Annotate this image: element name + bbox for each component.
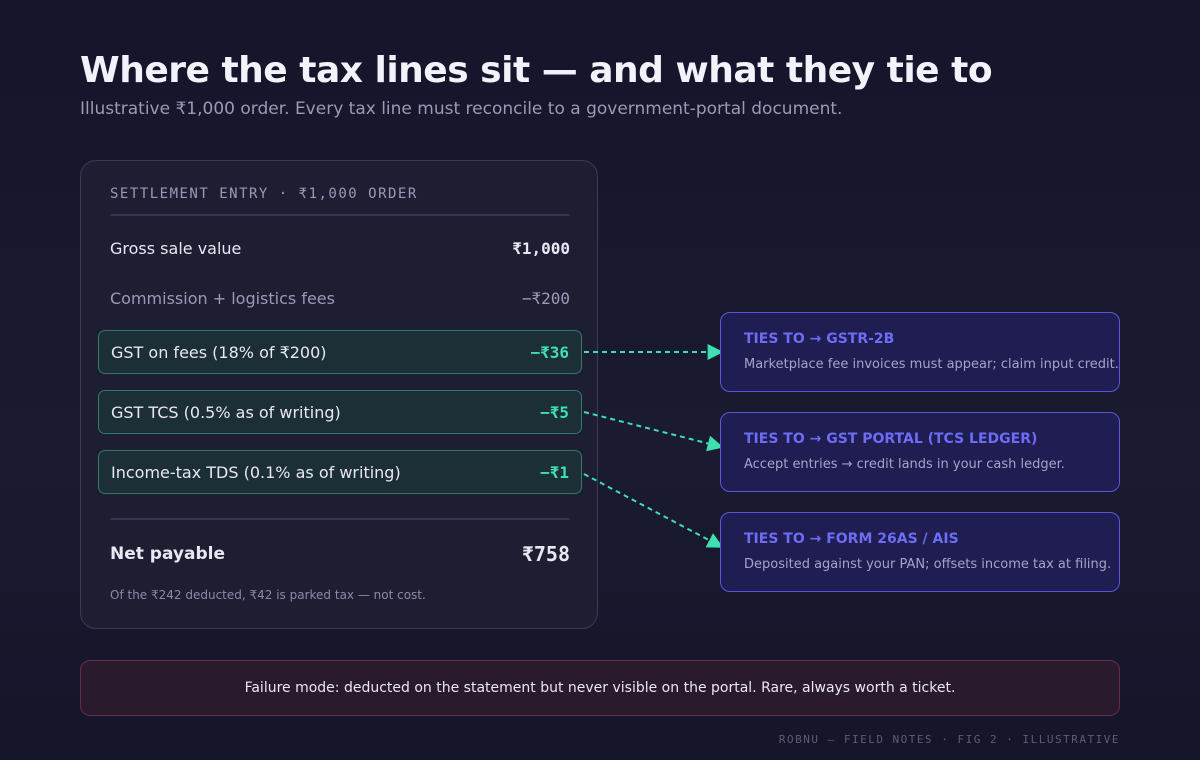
tie-box: TIES TO → GSTR-2B Marketplace fee invoice…: [720, 312, 1120, 392]
row-label: Income-tax TDS (0.1% as of writing): [111, 462, 401, 482]
tie-box: TIES TO → GST PORTAL (TCS LEDGER) Accept …: [720, 412, 1120, 492]
tie-text: Accept entries → credit lands in your ca…: [744, 457, 1065, 472]
net-row: Net payable ₹758: [98, 532, 582, 576]
row: Income-tax TDS (0.1% as of writing) −₹1: [98, 450, 582, 494]
row-label: Commission + logistics fees: [110, 288, 335, 308]
row-amount: −₹200: [521, 288, 570, 308]
row: Commission + logistics fees −₹200: [98, 276, 582, 320]
row: GST TCS (0.5% as of writing) −₹5: [98, 390, 582, 434]
footer: ROBNU — FIELD NOTES · FIG 2 · ILLUSTRATI…: [778, 733, 1120, 746]
title: Where the tax lines sit — and what they …: [80, 50, 993, 91]
row-amount: ₹1,000: [512, 238, 570, 258]
divider: [110, 214, 570, 216]
row-label: GST on fees (18% of ₹200): [111, 342, 327, 362]
subtitle: Illustrative ₹1,000 order. Every tax lin…: [80, 99, 843, 119]
tie-box: TIES TO → FORM 26AS / AIS Deposited again…: [720, 512, 1120, 592]
failure-box: Failure mode: deducted on the statement …: [80, 660, 1120, 716]
row-amount: −₹36: [530, 342, 569, 362]
arrow: [583, 411, 724, 452]
arrow: [583, 473, 724, 548]
row-label: Gross sale value: [110, 238, 242, 258]
card-heading: SETTLEMENT ENTRY · ₹1,000 ORDER: [110, 186, 418, 202]
net-amount: ₹758: [521, 542, 570, 566]
tie-title: TIES TO → FORM 26AS / AIS: [744, 531, 959, 547]
row: Gross sale value ₹1,000: [98, 226, 582, 270]
note: Of the ₹242 deducted, ₹42 is parked tax …: [110, 588, 426, 602]
failure-text: Failure mode: deducted on the statement …: [244, 680, 956, 696]
row-amount: −₹1: [540, 462, 569, 482]
divider: [110, 518, 570, 520]
tie-text: Deposited against your PAN; offsets inco…: [744, 557, 1112, 572]
row-label: GST TCS (0.5% as of writing): [111, 402, 341, 422]
row: GST on fees (18% of ₹200) −₹36: [98, 330, 582, 374]
net-label: Net payable: [110, 544, 225, 564]
row-amount: −₹5: [540, 402, 569, 422]
tie-text: Marketplace fee invoices must appear; cl…: [744, 357, 1119, 372]
tie-title: TIES TO → GST PORTAL (TCS LEDGER): [744, 431, 1038, 447]
tie-title: TIES TO → GSTR-2B: [744, 331, 895, 347]
